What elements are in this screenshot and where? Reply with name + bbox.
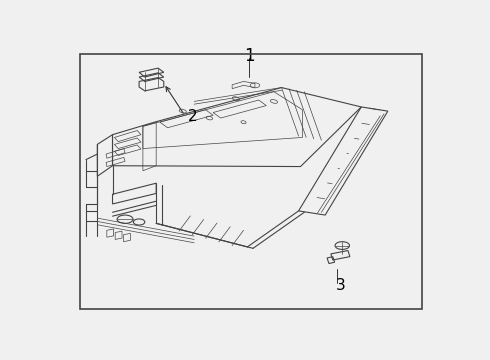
Text: 2: 2	[188, 109, 197, 124]
Text: 3: 3	[336, 278, 345, 293]
Text: 1: 1	[244, 47, 254, 65]
